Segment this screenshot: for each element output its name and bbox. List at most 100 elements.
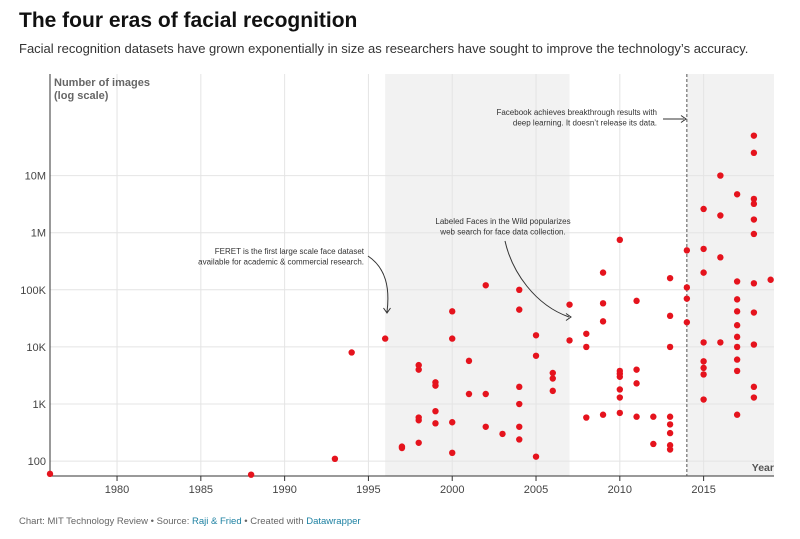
data-point bbox=[750, 280, 758, 287]
data-point bbox=[750, 383, 758, 391]
data-point bbox=[683, 295, 691, 302]
data-point bbox=[700, 371, 707, 378]
page-title: The four eras of facial recognition bbox=[19, 9, 358, 32]
annotation-text: Facebook achieves breakthrough results w… bbox=[496, 108, 657, 117]
annotation-arrow bbox=[367, 255, 389, 313]
data-point bbox=[750, 216, 758, 223]
data-point bbox=[482, 423, 489, 430]
data-point bbox=[599, 411, 607, 418]
data-point bbox=[633, 380, 640, 387]
data-point bbox=[415, 361, 422, 369]
data-point bbox=[398, 443, 406, 450]
data-point bbox=[683, 319, 691, 326]
data-point bbox=[516, 400, 523, 408]
data-point bbox=[717, 212, 724, 219]
data-point bbox=[750, 230, 758, 238]
data-point bbox=[516, 383, 523, 391]
x-tick-label: 2015 bbox=[691, 484, 715, 496]
data-point bbox=[415, 366, 422, 373]
x-tick-label: 2005 bbox=[524, 484, 548, 496]
data-point bbox=[348, 349, 355, 356]
data-point bbox=[633, 413, 640, 420]
data-point bbox=[733, 296, 741, 303]
y-tick-label: 100 bbox=[28, 456, 46, 468]
data-point bbox=[516, 423, 523, 430]
data-point bbox=[633, 366, 640, 373]
data-point bbox=[717, 172, 724, 179]
data-point bbox=[633, 297, 640, 305]
annotation-arrowhead bbox=[383, 307, 391, 314]
data-point bbox=[700, 364, 707, 372]
data-point bbox=[750, 132, 758, 139]
data-point bbox=[549, 369, 556, 377]
data-point bbox=[432, 379, 439, 386]
footer-middle: • Created with bbox=[241, 516, 307, 527]
data-point bbox=[750, 341, 758, 348]
data-point bbox=[549, 387, 556, 395]
data-point bbox=[733, 411, 741, 418]
data-point bbox=[449, 449, 456, 457]
data-point bbox=[549, 375, 556, 382]
data-point bbox=[432, 407, 439, 415]
data-point bbox=[666, 274, 674, 282]
data-point bbox=[432, 420, 439, 427]
data-point bbox=[532, 453, 540, 460]
data-point bbox=[415, 439, 422, 446]
annotation-arrowhead bbox=[565, 313, 572, 321]
data-point bbox=[465, 390, 473, 398]
data-point bbox=[700, 245, 707, 253]
data-point bbox=[599, 318, 607, 325]
annotation-arrowhead bbox=[680, 115, 687, 123]
x-tick-label: 1990 bbox=[272, 484, 296, 496]
datawrapper-link[interactable]: Datawrapper bbox=[306, 516, 361, 527]
data-point bbox=[599, 300, 607, 307]
data-point bbox=[599, 269, 607, 276]
data-point bbox=[583, 414, 590, 421]
data-point bbox=[733, 278, 741, 285]
x-axis-title: Year bbox=[752, 462, 774, 474]
data-point bbox=[666, 429, 674, 437]
data-point bbox=[616, 367, 624, 375]
data-point bbox=[532, 332, 540, 339]
annotations: FERET is the first large scale face data… bbox=[198, 108, 687, 321]
data-point bbox=[733, 356, 741, 363]
era-band bbox=[686, 74, 774, 476]
x-tick-label: 2000 bbox=[440, 484, 464, 496]
data-point bbox=[666, 312, 674, 320]
data-point bbox=[683, 284, 691, 291]
data-point bbox=[683, 247, 691, 254]
data-point bbox=[733, 191, 741, 198]
data-point bbox=[449, 308, 456, 315]
annotation-text: FERET is the first large scale face data… bbox=[215, 247, 365, 256]
data-point bbox=[733, 343, 741, 351]
data-point bbox=[700, 358, 707, 365]
data-point bbox=[381, 335, 389, 342]
data-point bbox=[482, 282, 489, 289]
data-points bbox=[46, 132, 774, 478]
data-point bbox=[46, 470, 54, 478]
annotation-text: available for academic & commercial rese… bbox=[198, 258, 364, 267]
data-point bbox=[733, 308, 741, 315]
data-point bbox=[650, 440, 657, 448]
chart-footer: Chart: MIT Technology Review • Source: R… bbox=[19, 516, 361, 527]
x-tick-label: 1980 bbox=[105, 484, 129, 496]
data-point bbox=[415, 414, 422, 421]
data-point bbox=[650, 413, 657, 420]
data-point bbox=[733, 322, 741, 329]
data-point bbox=[616, 409, 624, 417]
data-point bbox=[499, 430, 506, 438]
x-tick-label: 2010 bbox=[608, 484, 632, 496]
grid-lines bbox=[50, 74, 774, 476]
footer-prefix: Chart: MIT Technology Review • Source: bbox=[19, 516, 192, 527]
data-point bbox=[247, 471, 255, 478]
data-point bbox=[733, 333, 741, 341]
data-point bbox=[616, 236, 624, 244]
annotation-arrow bbox=[504, 240, 570, 318]
data-point bbox=[482, 390, 489, 398]
data-point bbox=[616, 394, 624, 401]
data-point bbox=[583, 330, 590, 337]
data-point bbox=[750, 195, 758, 203]
data-point bbox=[750, 200, 758, 208]
source-link[interactable]: Raji & Fried bbox=[192, 516, 242, 527]
data-point bbox=[666, 421, 674, 428]
